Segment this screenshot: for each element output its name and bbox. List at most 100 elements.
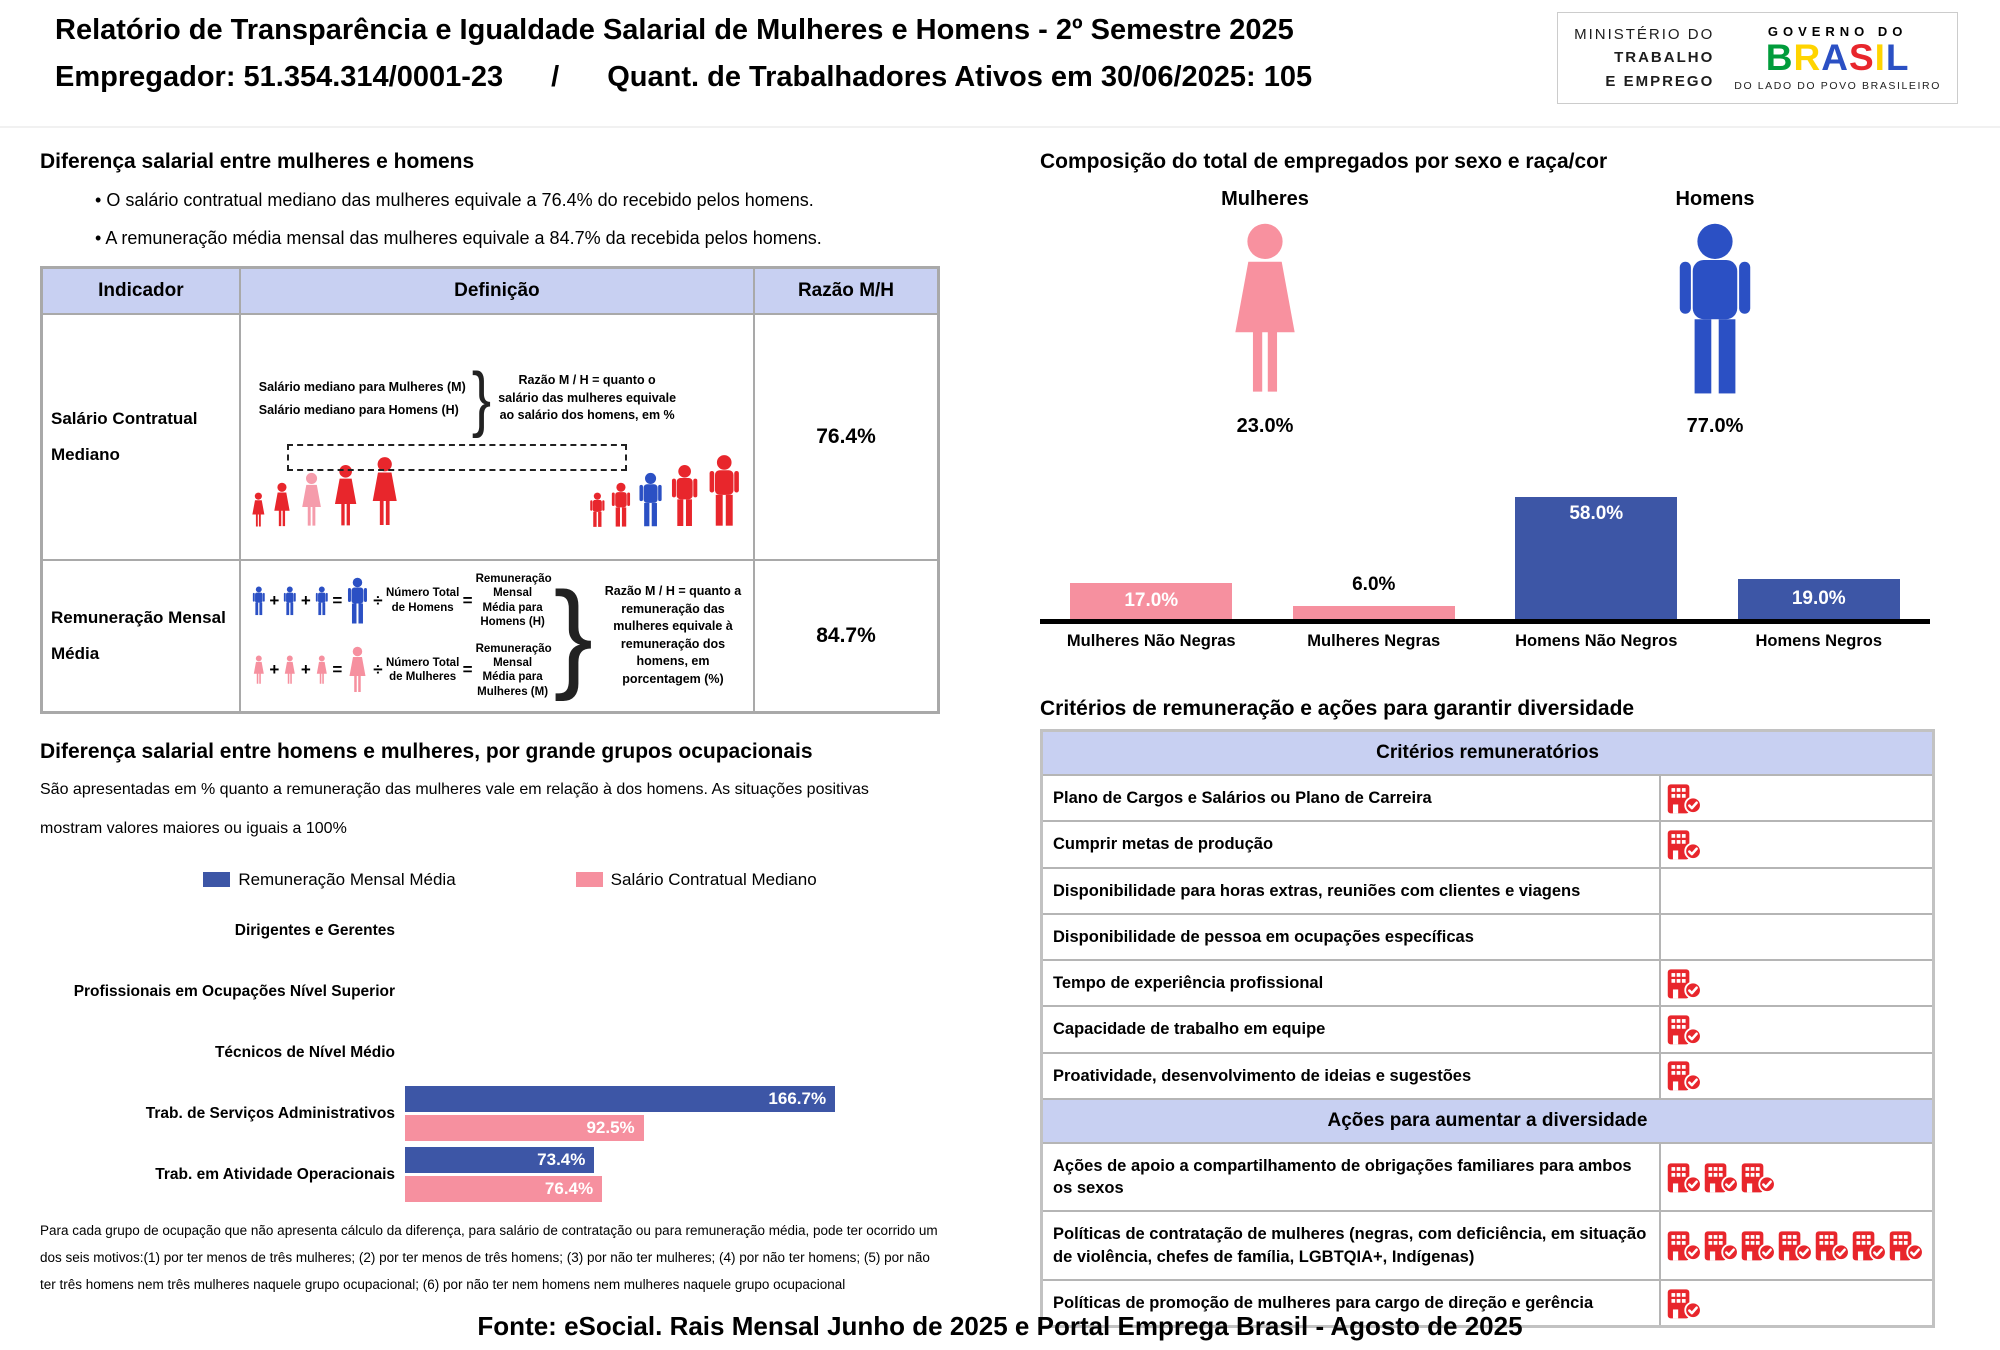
criteria-row: Plano de Cargos e Salários ou Plano de C… — [1040, 773, 1935, 823]
divisor-label: Número Total de Mulheres — [386, 656, 460, 684]
building-check-icon — [1889, 1231, 1924, 1262]
gov-logo: MINISTÉRIO DO TRABALHO E EMPREGO GOVERNO… — [1557, 12, 1958, 104]
occupational-title: Diferença salarial entre homens e mulher… — [40, 739, 813, 763]
indicator-name: Remuneração Mensal Média — [40, 558, 241, 714]
composition-bar-column: 6.0% — [1263, 574, 1486, 619]
bullet-median: O salário contratual mediano das mulhere… — [95, 182, 980, 220]
criteria-row: Ações de apoio a compartilhamento de obr… — [1040, 1141, 1935, 1213]
ministry-line2: TRABALHO — [1614, 49, 1715, 67]
occupation-bars: 166.7% 92.5% — [405, 1085, 980, 1141]
female-figure-icon — [270, 482, 294, 528]
occupation-label: Dirigentes e Gerentes — [234, 921, 395, 939]
salary-diff-title: Diferença salarial entre mulheres e home… — [40, 150, 475, 173]
criteria-row: Políticas de contratação de mulheres (ne… — [1040, 1210, 1935, 1281]
criteria-label: Cumprir metas de produção — [1040, 820, 1661, 869]
composition-title: Composição do total de empregados por se… — [1040, 150, 1608, 173]
occupation-row: Técnicos de Nível Médio — [40, 1022, 980, 1083]
criteria-section: Critérios de remuneração e ações para ga… — [1040, 697, 1940, 1329]
criteria-label: Capacidade de trabalho em equipe — [1040, 1005, 1661, 1054]
bar-value-label: 58.0% — [1569, 503, 1624, 525]
criteria-label: Proatividade, desenvolvimento de ideias … — [1040, 1051, 1661, 1100]
operator-glyph: + — [300, 590, 311, 610]
criteria-group-header: Critérios remuneratórios — [1040, 729, 1935, 776]
occupational-legend: Remuneração Mensal Média Salário Contratu… — [40, 870, 980, 890]
building-check-icon — [1667, 783, 1702, 814]
brasil-letter: A — [1821, 37, 1849, 79]
occupation-label: Trab. de Serviços Administrativos — [145, 1104, 395, 1122]
bar-value-label: 6.0% — [1352, 574, 1396, 596]
men-percent: 77.0% — [1686, 415, 1744, 437]
occupational-footnote: Para cada grupo de ocupação que não apre… — [40, 1222, 938, 1292]
criteria-icons — [1659, 820, 1935, 869]
criteria-icons — [1659, 912, 1935, 962]
median-dashed-box — [286, 444, 627, 472]
median-men-line: Salário mediano para Homens (H) — [258, 403, 459, 418]
header-razao: Razão M/H — [753, 266, 940, 315]
women-label: Mulheres — [1221, 188, 1309, 210]
occupation-row: Dirigentes e Gerentes — [40, 900, 980, 961]
operator-glyph: = — [462, 660, 473, 680]
building-check-icon — [1667, 830, 1702, 860]
criteria-title: Critérios de remuneração e ações para ga… — [1040, 697, 1635, 720]
building-check-icon — [1667, 1231, 1702, 1262]
brasil-letter: I — [1874, 37, 1886, 79]
criteria-icons — [1659, 959, 1935, 1008]
page-title: Relatório de Transparência e Igualdade S… — [55, 14, 1294, 46]
criteria-label: Ações de apoio a compartilhamento de obr… — [1040, 1141, 1661, 1213]
building-check-icon — [1667, 969, 1702, 999]
occupational-chart: Dirigentes e Gerentes Profissionais em Oc… — [40, 900, 980, 1205]
composition-category-label: Mulheres Não Negras — [1066, 632, 1236, 650]
criteria-label: Disponibilidade para horas extras, reuni… — [1040, 866, 1661, 915]
occupation-bar: 166.7% — [405, 1085, 836, 1112]
ministry-line3: E EMPREGO — [1605, 72, 1715, 90]
ministry-line1: MINISTÉRIO DO — [1574, 26, 1715, 44]
building-check-icon — [1704, 1162, 1739, 1193]
brace-glyph: } — [553, 568, 593, 703]
brasil-wordmark: BRASIL — [1734, 37, 1941, 79]
women-mean-formula: + + = ÷ Número Total de Mulheres = Remuneração… — [251, 642, 552, 700]
mean-definition-cell: + + = ÷ Número Total de Homens = Remuneração M… — [238, 558, 756, 714]
row-remuneracao-mensal-media: Remuneração Mensal Média + + = ÷ Número Tota… — [40, 558, 940, 714]
brasil-letter: B — [1765, 37, 1794, 79]
composition-bar: 6.0% — [1292, 574, 1455, 619]
female-icon — [1217, 221, 1313, 399]
brasil-letter: L — [1885, 37, 1910, 79]
criteria-icons — [1659, 1278, 1935, 1328]
female-figure-icon — [249, 492, 268, 528]
male-figure-icon — [282, 586, 298, 616]
legend-swatch — [203, 872, 231, 888]
occupation-bar: 73.4% — [405, 1146, 595, 1173]
building-check-icon — [1667, 1015, 1702, 1045]
composition-bar: 58.0% — [1515, 497, 1678, 619]
legend-label: Salário Contratual Mediano — [610, 869, 817, 889]
operator-glyph: + — [300, 660, 311, 680]
bullet-mean: A remuneração média mensal das mulheres … — [95, 220, 980, 258]
header-indicador: Indicador — [40, 266, 241, 315]
female-figure-icon — [297, 472, 326, 528]
building-check-icon — [1741, 1231, 1776, 1262]
occupational-subtitle: São apresentadas em % quanto a remuneraç… — [40, 780, 869, 837]
criteria-row: Capacidade de trabalho em equipe — [1040, 1005, 1935, 1054]
median-definition-cell: Salário mediano para Mulheres (M) Salári… — [238, 312, 756, 561]
governo-do-brasil-logo: GOVERNO DO BRASIL DO LADO DO POVO BRASIL… — [1734, 24, 1941, 92]
operator-glyph: = — [332, 660, 343, 680]
building-check-icon — [1667, 1162, 1702, 1193]
median-ratio-note: Razão M / H = quanto o salário das mulhe… — [498, 373, 677, 423]
criteria-label: Disponibilidade de pessoa em ocupações e… — [1040, 912, 1661, 962]
median-women-line: Salário mediano para Mulheres (M) — [258, 380, 466, 395]
occupation-row: Trab. em Atividade Operacionais 73.4% 76.4… — [40, 1144, 980, 1205]
criteria-row: Políticas de promoção de mulheres para c… — [1040, 1278, 1935, 1328]
operator-glyph: = — [332, 590, 343, 610]
building-check-icon — [1741, 1162, 1776, 1193]
male-figure-icon — [345, 577, 370, 625]
result-label: Remuneração Mensal Média para Homens (H) — [475, 573, 552, 629]
composition-bar: 19.0% — [1737, 579, 1900, 619]
occupation-row: Trab. de Serviços Administrativos 166.7% 9… — [40, 1083, 980, 1144]
women-percent: 23.0% — [1236, 415, 1294, 437]
men-label: Homens — [1675, 188, 1755, 210]
criteria-group-header-row: Ações para aumentar a diversidade — [1040, 1097, 1935, 1144]
salary-diff-bullets: O salário contratual mediano das mulhere… — [95, 182, 980, 258]
composition-section: Composição do total de empregados por se… — [1040, 150, 1940, 651]
criteria-row: Cumprir metas de produção — [1040, 820, 1935, 869]
indicator-table: Indicador Definição Razão M/H Salário Co… — [40, 265, 940, 714]
